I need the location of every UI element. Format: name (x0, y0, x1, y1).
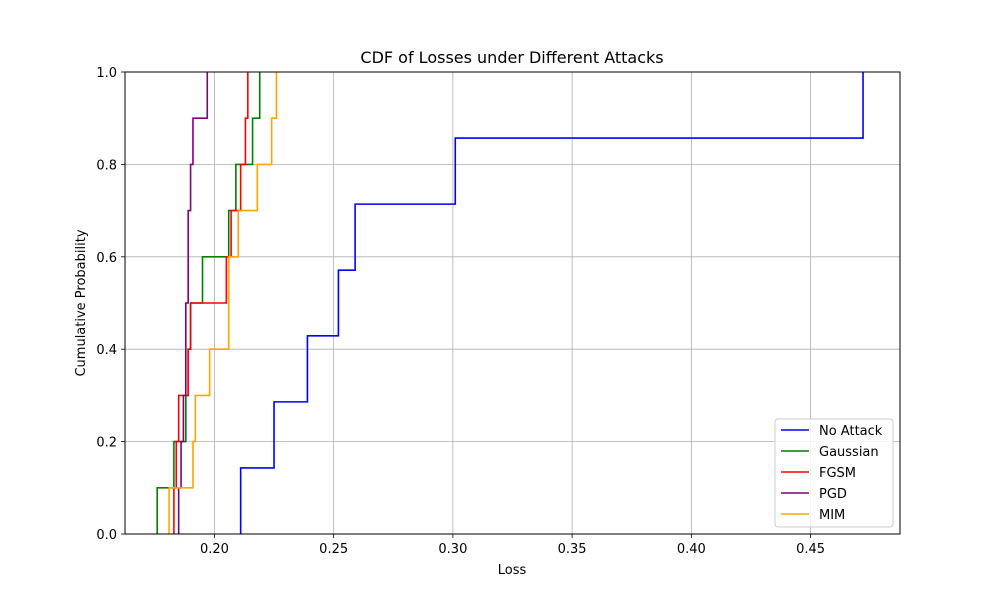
x-axis-ticks: 0.20 0.25 0.30 0.35 0.40 0.45 (200, 534, 825, 557)
series-line-no-attack (239, 72, 864, 534)
series-lines (156, 72, 864, 534)
y-tick-label: 0.8 (96, 158, 117, 173)
series-line-mim (168, 72, 278, 534)
legend-label-gaussian: Gaussian (819, 445, 879, 460)
series-line-fgsm (173, 72, 249, 534)
legend: No Attack Gaussian FGSM PGD MIM (774, 418, 894, 528)
x-tick-label: 0.20 (200, 542, 229, 557)
legend-label-mim: MIM (819, 508, 845, 523)
chart-title: CDF of Losses under Different Attacks (360, 48, 663, 67)
y-tick-label: 0.2 (96, 436, 117, 451)
y-tick-label: 0.4 (96, 343, 117, 358)
y-tick-label: 0.6 (96, 251, 117, 266)
legend-label-no-attack: No Attack (819, 424, 883, 439)
legend-box (774, 418, 894, 528)
x-axis-label: Loss (498, 563, 527, 578)
legend-label-fgsm: FGSM (819, 466, 856, 481)
y-tick-label: 1.0 (96, 66, 117, 81)
plot-frame (124, 71, 901, 535)
x-tick-label: 0.40 (677, 542, 706, 557)
y-axis-ticks: 0.0 0.2 0.4 0.6 0.8 1.0 (96, 66, 125, 543)
x-tick-label: 0.25 (319, 542, 348, 557)
y-tick-label: 0.0 (96, 528, 117, 543)
x-tick-label: 0.30 (438, 542, 467, 557)
x-tick-label: 0.45 (796, 542, 825, 557)
series-line-pgd (177, 72, 209, 534)
y-axis-label: Cumulative Probability (74, 229, 89, 376)
x-tick-label: 0.35 (558, 542, 587, 557)
legend-label-pgd: PGD (819, 487, 847, 502)
